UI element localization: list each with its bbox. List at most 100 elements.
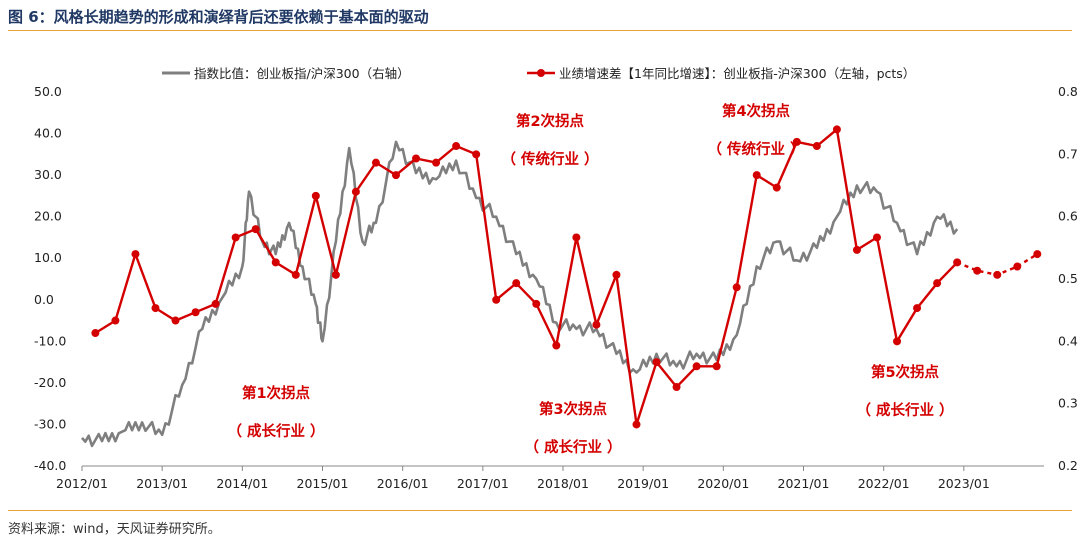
growth-point bbox=[271, 258, 280, 267]
turning-point-annotation: 第2次拐点 bbox=[516, 112, 585, 130]
x-tick-label: 2013/01 bbox=[136, 476, 188, 491]
growth-point bbox=[792, 137, 801, 146]
growth-point bbox=[131, 250, 140, 259]
turning-point-annotation: 第3次拐点 bbox=[539, 400, 608, 418]
y-right-tick-label: 0.8 bbox=[1058, 84, 1078, 99]
growth-point bbox=[953, 258, 962, 267]
legend-label-growth: 业绩增速差【1年同比增速】：创业板指-沪深300（左轴，pcts） bbox=[559, 66, 915, 81]
growth-point bbox=[552, 341, 561, 350]
growth-point bbox=[812, 142, 821, 151]
x-tick-label: 2012/01 bbox=[56, 476, 108, 491]
growth-point bbox=[211, 299, 220, 308]
growth-series bbox=[91, 125, 1042, 429]
legend-label-ratio: 指数比值：创业板指/沪深300（右轴） bbox=[194, 66, 410, 81]
turning-point-annotation: 第1次拐点 bbox=[242, 384, 311, 402]
y-left-tick-label: -40.0 bbox=[34, 458, 66, 473]
growth-point bbox=[231, 233, 240, 242]
growth-point bbox=[512, 279, 521, 288]
growth-forecast-point bbox=[973, 266, 982, 275]
growth-point bbox=[852, 245, 861, 254]
growth-point bbox=[572, 233, 581, 242]
growth-point bbox=[672, 383, 681, 392]
y-left-tick-label: 30.0 bbox=[34, 167, 62, 182]
growth-point bbox=[652, 358, 661, 367]
growth-series-line bbox=[94, 127, 959, 425]
turning-point-annotation: （ 成长行业 ） bbox=[856, 401, 953, 419]
growth-point bbox=[291, 270, 300, 279]
turning-point-annotation: （ 传统行业 ） bbox=[707, 140, 804, 158]
y-left-tick-label: -20.0 bbox=[34, 375, 66, 390]
growth-forecast-point bbox=[1013, 262, 1022, 271]
growth-point bbox=[311, 191, 320, 200]
growth-point bbox=[632, 420, 641, 429]
growth-point bbox=[91, 329, 100, 338]
ratio-series bbox=[81, 140, 959, 448]
growth-point bbox=[772, 183, 781, 192]
y-right-tick-label: 0.7 bbox=[1058, 146, 1078, 161]
turning-point-annotation: 第5次拐点 bbox=[871, 363, 940, 381]
x-tick-label: 2022/01 bbox=[858, 476, 910, 491]
growth-point bbox=[412, 154, 421, 163]
growth-forecast-point bbox=[993, 270, 1002, 279]
bottom-rule bbox=[8, 510, 1072, 511]
y-left-tick-label: 0.0 bbox=[34, 292, 54, 307]
growth-point bbox=[391, 171, 400, 180]
growth-point bbox=[492, 295, 501, 304]
growth-point bbox=[832, 125, 841, 134]
x-tick-label: 2014/01 bbox=[216, 476, 268, 491]
y-right-tick-label: 0.2 bbox=[1058, 458, 1078, 473]
y-left-tick-label: -30.0 bbox=[34, 416, 66, 431]
growth-point bbox=[151, 304, 160, 313]
x-tick-label: 2023/01 bbox=[938, 476, 990, 491]
growth-forecast-point bbox=[1033, 250, 1042, 259]
growth-point bbox=[612, 270, 621, 279]
growth-point bbox=[432, 158, 441, 167]
y-right-tick-label: 0.4 bbox=[1058, 333, 1078, 348]
growth-point bbox=[331, 270, 340, 279]
growth-point bbox=[692, 362, 701, 371]
growth-point bbox=[752, 171, 761, 180]
growth-point bbox=[111, 316, 120, 325]
growth-point bbox=[472, 150, 481, 159]
turning-point-annotation: 第4次拐点 bbox=[722, 102, 791, 120]
growth-point bbox=[872, 233, 881, 242]
x-tick-label: 2020/01 bbox=[697, 476, 749, 491]
x-tick-label: 2019/01 bbox=[617, 476, 669, 491]
y-left-tick-label: 10.0 bbox=[34, 250, 62, 265]
x-tick-label: 2016/01 bbox=[377, 476, 429, 491]
growth-point bbox=[351, 187, 360, 196]
y-left-tick-label: -10.0 bbox=[34, 333, 66, 348]
figure-title: 图 6：风格长期趋势的形成和演绎背后还要依赖于基本面的驱动 bbox=[8, 8, 429, 26]
legend: 指数比值：创业板指/沪深300（右轴） 业绩增速差【1年同比增速】：创业板指-沪… bbox=[162, 66, 915, 81]
turning-point-annotation: （ 传统行业 ） bbox=[501, 150, 598, 168]
y-left-tick-label: 40.0 bbox=[34, 126, 62, 141]
annotations: 第1次拐点 （ 成长行业 ） 第2次拐点 （ 传统行业 ） 第3次拐点 （ 成长行业 ） 第… bbox=[227, 102, 953, 456]
top-rule bbox=[8, 30, 1072, 31]
growth-point bbox=[371, 158, 380, 167]
x-tick-label: 2015/01 bbox=[297, 476, 349, 491]
growth-point bbox=[712, 362, 721, 371]
growth-point bbox=[532, 299, 541, 308]
growth-point bbox=[933, 279, 942, 288]
turning-point-annotation: （ 成长行业 ） bbox=[524, 438, 621, 456]
x-tick-label: 2021/01 bbox=[778, 476, 830, 491]
y-right-tick-label: 0.5 bbox=[1058, 271, 1078, 286]
growth-point bbox=[452, 142, 461, 151]
growth-point bbox=[592, 320, 601, 329]
growth-point bbox=[893, 337, 902, 346]
x-tick-label: 2018/01 bbox=[537, 476, 589, 491]
growth-point bbox=[732, 283, 741, 292]
growth-point bbox=[191, 308, 200, 317]
y-left-tick-label: 50.0 bbox=[34, 84, 62, 99]
ratio-series-line bbox=[81, 140, 959, 448]
growth-point bbox=[913, 304, 922, 313]
source-note: 资料来源：wind，天风证券研究所。 bbox=[8, 522, 221, 537]
y-right-tick-label: 0.6 bbox=[1058, 209, 1078, 224]
legend-marker-growth bbox=[537, 69, 545, 77]
y-left-tick-label: 20.0 bbox=[34, 209, 62, 224]
turning-point-annotation: （ 成长行业 ） bbox=[227, 422, 324, 440]
growth-point bbox=[171, 316, 180, 325]
x-tick-label: 2017/01 bbox=[457, 476, 509, 491]
y-right-tick-label: 0.3 bbox=[1058, 396, 1078, 411]
